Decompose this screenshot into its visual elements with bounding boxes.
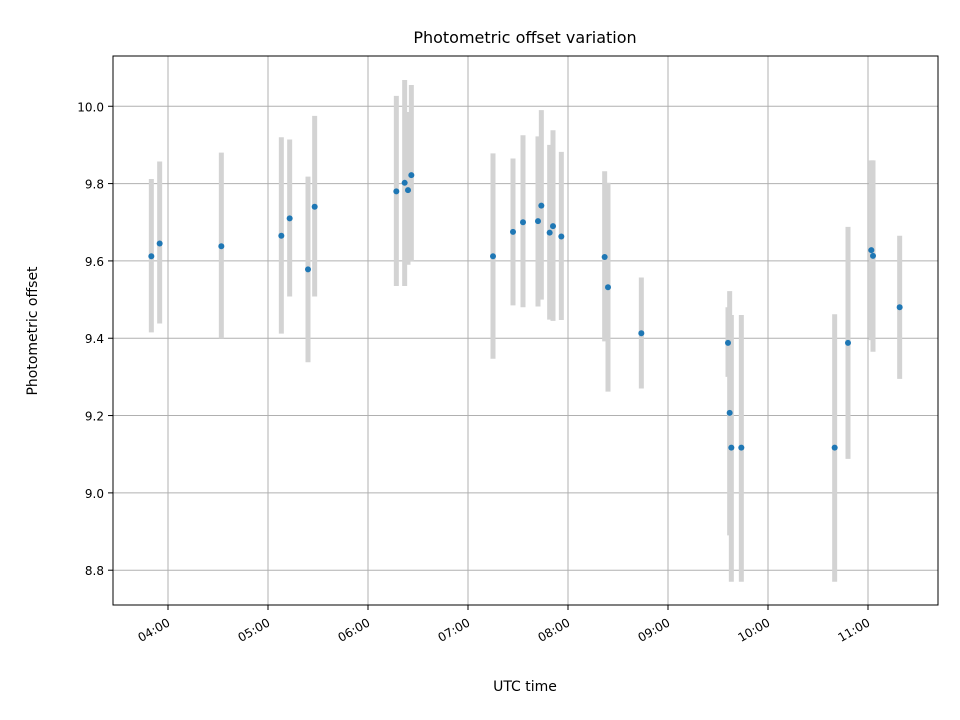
- x-axis-label: UTC time: [493, 679, 557, 695]
- data-point: [218, 243, 225, 250]
- data-points: [148, 172, 903, 451]
- data-point: [868, 247, 875, 254]
- y-tick-label: 10.0: [77, 100, 104, 114]
- y-tick-label: 8.8: [85, 564, 104, 578]
- data-point: [845, 339, 851, 346]
- data-point: [605, 284, 611, 291]
- y-tick-label: 9.0: [85, 487, 104, 501]
- plot-frame: [112, 55, 939, 606]
- data-point: [558, 233, 565, 240]
- data-point: [305, 266, 311, 273]
- data-point: [401, 179, 408, 186]
- y-axis-ticks: 8.8 9.0 9.2 9.4 9.6 9.8 10.0: [77, 100, 113, 578]
- data-point: [538, 202, 545, 209]
- data-point: [148, 253, 155, 260]
- data-point: [286, 215, 293, 222]
- y-tick-label: 9.2: [85, 410, 104, 424]
- data-point: [156, 240, 163, 247]
- y-tick-label: 9.8: [85, 178, 104, 192]
- y-tick-label: 9.4: [85, 332, 104, 346]
- data-point: [408, 172, 415, 179]
- data-point: [726, 409, 733, 416]
- data-point: [738, 444, 745, 451]
- data-point: [870, 252, 876, 259]
- chart-title: Photometric offset variation: [413, 28, 636, 47]
- data-point: [278, 232, 285, 239]
- data-point: [550, 223, 556, 230]
- data-point: [546, 229, 553, 236]
- data-point: [896, 304, 903, 311]
- data-point: [510, 228, 516, 235]
- y-axis-label: Photometric offset: [25, 266, 41, 396]
- data-point: [535, 218, 541, 225]
- y-tick-label: 9.6: [85, 255, 104, 269]
- data-point: [311, 203, 318, 210]
- data-point: [601, 254, 608, 261]
- data-point: [490, 253, 496, 260]
- grid: [113, 56, 938, 605]
- data-point: [831, 444, 838, 451]
- data-point: [405, 187, 411, 194]
- data-point: [520, 219, 526, 226]
- data-point: [393, 188, 400, 195]
- data-point: [725, 339, 731, 346]
- data-point: [728, 444, 735, 451]
- data-point: [638, 330, 645, 337]
